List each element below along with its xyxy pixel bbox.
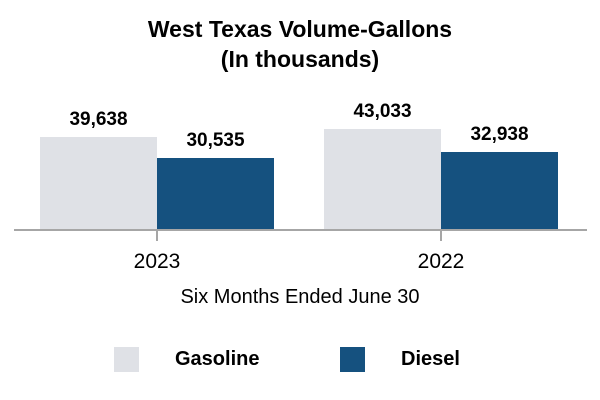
legend-label-gasoline: Gasoline <box>175 348 260 370</box>
legend-item-gasoline: Gasoline <box>114 347 260 372</box>
bar-gasoline-2023 <box>40 137 157 230</box>
legend-swatch-diesel <box>340 347 365 372</box>
category-label-2023: 2023 <box>133 250 181 273</box>
chart-title-line2: (In thousands) <box>220 46 380 72</box>
value-label-gasoline-2022: 43,033 <box>353 101 412 122</box>
x-axis-tick-2023 <box>156 231 158 241</box>
plot-area: 39,638 30,535 43,033 32,938 <box>40 101 558 230</box>
x-axis-tick-2022 <box>440 231 442 241</box>
bar-diesel-2023 <box>157 158 274 230</box>
x-axis-caption: Six Months Ended June 30 <box>180 286 420 308</box>
chart-title: West Texas Volume-Gallons (In thousands) <box>0 14 600 74</box>
legend-label-diesel: Diesel <box>401 348 460 370</box>
legend-swatch-gasoline <box>114 347 139 372</box>
chart-title-line1: West Texas Volume-Gallons <box>147 16 453 42</box>
value-label-diesel-2023: 30,535 <box>186 130 245 151</box>
bar-gasoline-2022 <box>324 129 441 230</box>
legend: Gasoline Diesel <box>0 347 600 372</box>
bar-diesel-2022 <box>441 152 558 230</box>
legend-item-diesel: Diesel <box>340 347 486 372</box>
category-label-2022: 2022 <box>417 250 465 273</box>
value-label-diesel-2022: 32,938 <box>470 124 529 145</box>
value-label-gasoline-2023: 39,638 <box>69 109 128 130</box>
x-axis-line <box>14 229 587 231</box>
